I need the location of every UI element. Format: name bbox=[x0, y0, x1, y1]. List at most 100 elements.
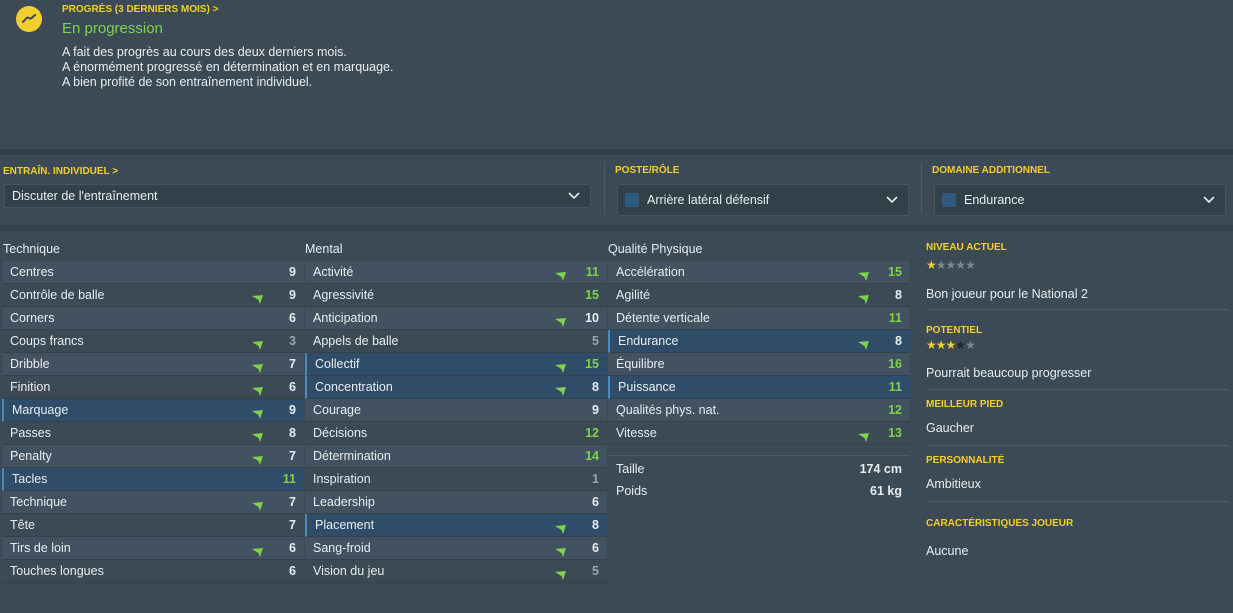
attribute-row[interactable]: Accélération 15 bbox=[608, 261, 910, 284]
attribute-name: Tête bbox=[10, 518, 36, 532]
extra-dropdown-value: Endurance bbox=[964, 193, 1025, 207]
physical-list: Accélération 15 Agilité 8 Détente verticale 1… bbox=[608, 261, 910, 445]
attribute-value: 9 bbox=[289, 288, 296, 302]
star-icon: ★ bbox=[935, 258, 947, 272]
attribute-name: Finition bbox=[10, 380, 51, 394]
attribute-row[interactable]: Équilibre 16 bbox=[608, 353, 910, 376]
attribute-value: 15 bbox=[888, 265, 902, 279]
attribute-row[interactable]: Tirs de loin 6 bbox=[2, 537, 304, 560]
attribute-row[interactable]: Placement 8 bbox=[305, 514, 607, 537]
attribute-value: 7 bbox=[289, 495, 296, 509]
attribute-row[interactable]: Dribble 7 bbox=[2, 353, 304, 376]
progress-arrow-icon bbox=[858, 290, 870, 313]
attribute-row[interactable]: Puissance 11 bbox=[608, 376, 910, 399]
progress-arrow-icon bbox=[858, 336, 870, 359]
attribute-value: 11 bbox=[888, 311, 902, 325]
foot-label: MEILLEUR PIED bbox=[926, 399, 1004, 410]
training-dropdown[interactable]: Discuter de l'entraînement bbox=[4, 184, 591, 208]
progress-arrow-icon bbox=[252, 497, 264, 520]
attribute-row[interactable]: Concentration 8 bbox=[305, 376, 607, 399]
attribute-row[interactable]: Appels de balle 5 bbox=[305, 330, 607, 353]
attribute-value: 9 bbox=[592, 403, 599, 417]
star-icon: ★ bbox=[935, 338, 947, 352]
attribute-row[interactable]: Détermination 14 bbox=[305, 445, 607, 468]
attribute-row[interactable]: Touches longues 6 bbox=[2, 560, 304, 583]
attribute-value: 9 bbox=[289, 403, 296, 417]
attribute-row[interactable]: Vitesse 13 bbox=[608, 422, 910, 445]
attribute-name: Tirs de loin bbox=[10, 541, 71, 555]
role-dropdown[interactable]: Arrière latéral défensif bbox=[617, 184, 909, 216]
attribute-name: Sang-froid bbox=[313, 541, 371, 555]
progress-arrow-icon bbox=[252, 451, 264, 474]
attribute-value: 8 bbox=[895, 288, 902, 302]
progress-arrow-icon bbox=[555, 543, 567, 566]
progress-arrow-icon bbox=[555, 313, 567, 336]
foot-value: Gaucher bbox=[926, 421, 974, 435]
progress-arrow-icon bbox=[555, 359, 567, 382]
attribute-row[interactable]: Contrôle de balle 9 bbox=[2, 284, 304, 307]
attribute-name: Décisions bbox=[313, 426, 368, 440]
progress-description: A fait des progrès au cours des deux der… bbox=[62, 45, 393, 90]
attribute-row[interactable]: Passes 8 bbox=[2, 422, 304, 445]
attribute-row[interactable]: Agilité 8 bbox=[608, 284, 910, 307]
attribute-row[interactable]: Vision du jeu 5 bbox=[305, 560, 607, 583]
potential-stars: ★★★★★ bbox=[926, 338, 976, 352]
attribute-row[interactable]: Sang-froid 6 bbox=[305, 537, 607, 560]
attribute-row[interactable]: Coups francs 3 bbox=[2, 330, 304, 353]
attribute-value: 9 bbox=[289, 265, 296, 279]
attribute-value: 6 bbox=[592, 495, 599, 509]
attribute-name: Agressivité bbox=[313, 288, 375, 302]
attribute-row[interactable]: Marquage 9 bbox=[2, 399, 304, 422]
progress-arrow-icon bbox=[252, 382, 264, 405]
attribute-row[interactable]: Courage 9 bbox=[305, 399, 607, 422]
attribute-row[interactable]: Agressivité 15 bbox=[305, 284, 607, 307]
attribute-row[interactable]: Endurance 8 bbox=[608, 330, 910, 353]
progress-arrow-icon bbox=[858, 428, 870, 451]
attribute-row[interactable]: Centres 9 bbox=[2, 261, 304, 284]
current-level-block: NIVEAU ACTUEL ★★★★★ Bon joueur pour le N… bbox=[926, 238, 1229, 310]
attribute-row[interactable]: Activité 11 bbox=[305, 261, 607, 284]
attribute-name: Dribble bbox=[10, 357, 50, 371]
attribute-row[interactable]: Penalty 7 bbox=[2, 445, 304, 468]
chevron-down-icon bbox=[1203, 196, 1215, 204]
attribute-name: Activité bbox=[313, 265, 354, 279]
attribute-value: 7 bbox=[289, 518, 296, 532]
attribute-row[interactable]: Tacles 11 bbox=[2, 468, 304, 491]
progress-header-link[interactable]: PROGRÈS (3 DERNIERS MOIS) > bbox=[62, 4, 219, 15]
attribute-value: 13 bbox=[888, 426, 902, 440]
attribute-value: 16 bbox=[888, 357, 902, 371]
attribute-row[interactable]: Leadership 6 bbox=[305, 491, 607, 514]
current-level-text: Bon joueur pour le National 2 bbox=[926, 287, 1088, 301]
attribute-row[interactable]: Anticipation 10 bbox=[305, 307, 607, 330]
attribute-row[interactable]: Qualités phys. nat. 12 bbox=[608, 399, 910, 422]
attribute-row[interactable]: Décisions 12 bbox=[305, 422, 607, 445]
role-color-swatch bbox=[625, 192, 639, 207]
chevron-down-icon bbox=[568, 192, 580, 200]
traits-label: CARACTÉRISTIQUES JOUEUR bbox=[926, 518, 1074, 529]
training-dropdown-value: Discuter de l'entraînement bbox=[12, 189, 158, 203]
attribute-name: Vision du jeu bbox=[313, 564, 385, 578]
attribute-row[interactable]: Technique 7 bbox=[2, 491, 304, 514]
attribute-name: Concentration bbox=[315, 380, 393, 394]
star-icon: ★ bbox=[926, 258, 937, 272]
attribute-value: 7 bbox=[289, 357, 296, 371]
personality-value: Ambitieux bbox=[926, 477, 981, 491]
attribute-row[interactable]: Corners 6 bbox=[2, 307, 304, 330]
attribute-value: 12 bbox=[888, 403, 902, 417]
attribute-row[interactable]: Tête 7 bbox=[2, 514, 304, 537]
attribute-row[interactable]: Finition 6 bbox=[2, 376, 304, 399]
attribute-value: 8 bbox=[895, 334, 902, 348]
attribute-row[interactable]: Inspiration 1 bbox=[305, 468, 607, 491]
attribute-row[interactable]: Détente verticale 11 bbox=[608, 307, 910, 330]
attribute-value: 8 bbox=[592, 518, 599, 532]
trend-line-icon bbox=[16, 6, 42, 32]
attribute-value: 8 bbox=[289, 426, 296, 440]
star-icon: ★ bbox=[945, 258, 957, 272]
attribute-value: 12 bbox=[585, 426, 599, 440]
attribute-row[interactable]: Collectif 15 bbox=[305, 353, 607, 376]
attribute-name: Technique bbox=[10, 495, 67, 509]
attribute-value: 7 bbox=[289, 449, 296, 463]
attribute-value: 14 bbox=[585, 449, 599, 463]
training-label-link[interactable]: ENTRAÎN. INDIVIDUEL > bbox=[3, 166, 119, 177]
extra-dropdown[interactable]: Endurance bbox=[934, 184, 1226, 216]
